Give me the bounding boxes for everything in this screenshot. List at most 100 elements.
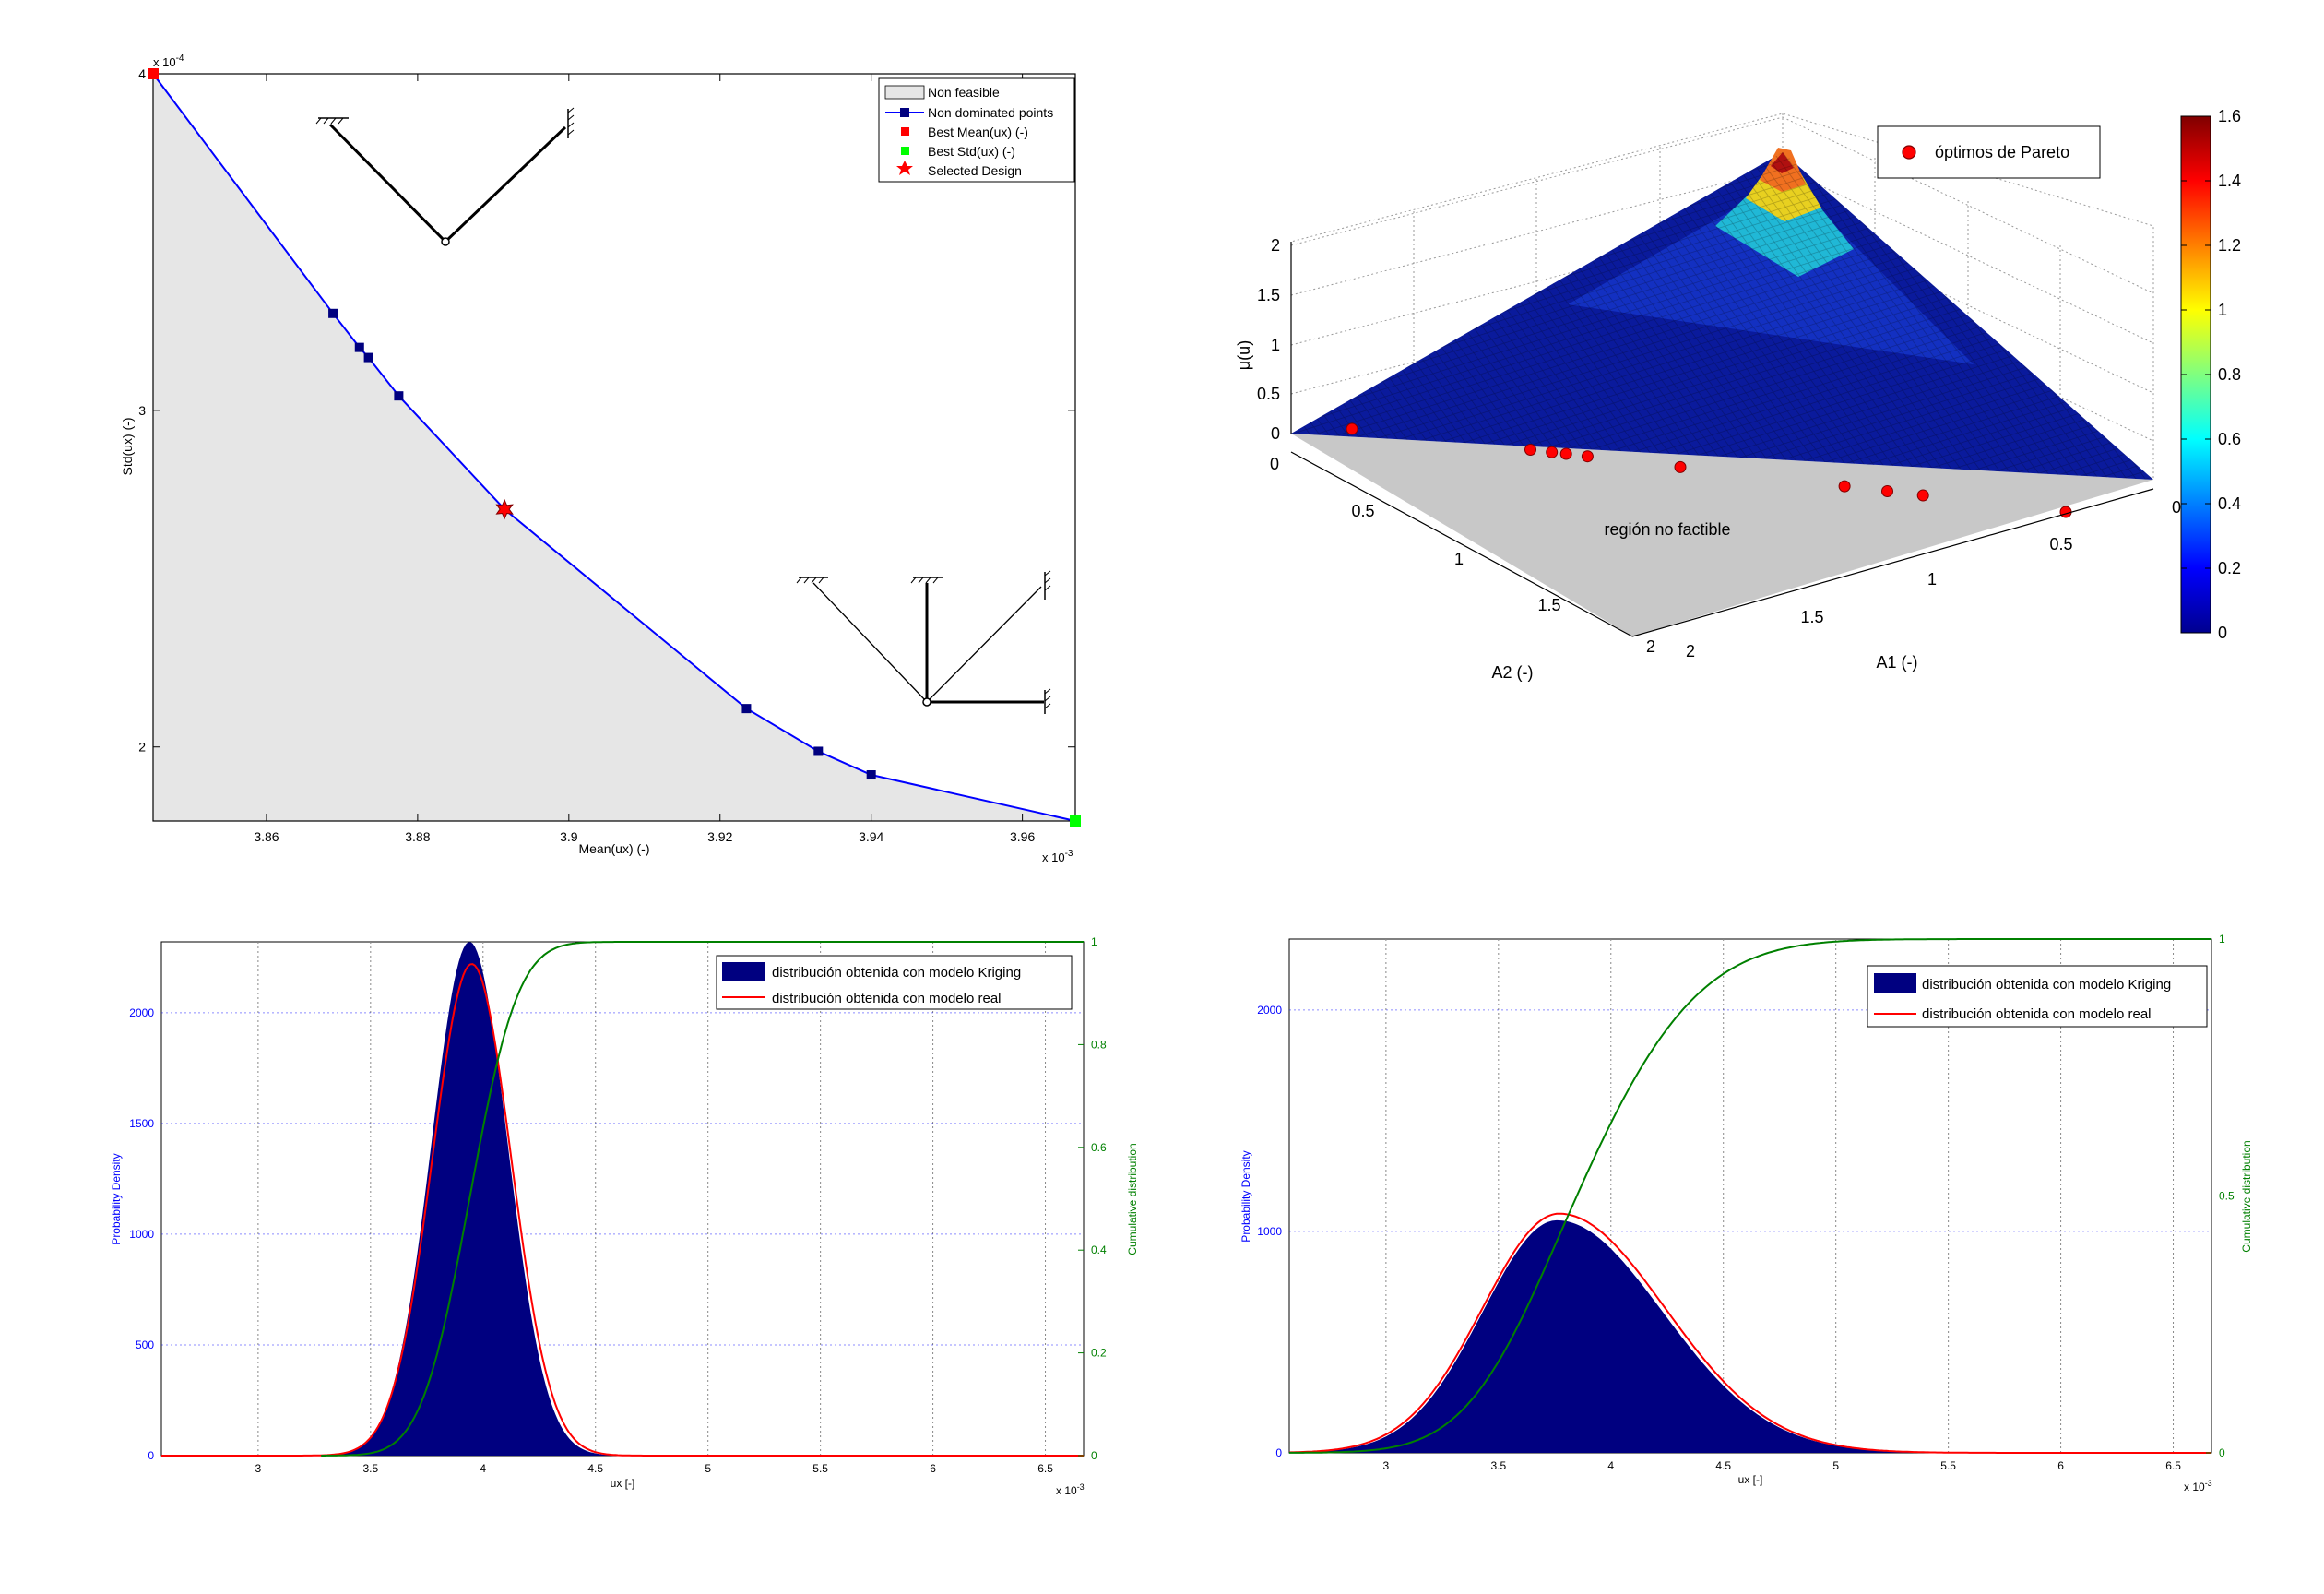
y-tick-label: 2000 — [1257, 1004, 1282, 1017]
a1-axis-label: A1 (-) — [1877, 653, 1918, 672]
colorbar-tick-label: 1.6 — [2218, 107, 2241, 125]
y-axis-label: Std(ux) (-) — [120, 418, 135, 476]
y2-tick-label: 0.8 — [1091, 1038, 1107, 1051]
colorbar-tick-label: 1 — [2218, 301, 2227, 319]
front-marker — [328, 308, 338, 318]
z-tick-label: 0 — [1271, 424, 1280, 443]
y-axis-label: Probability Density — [1239, 1150, 1252, 1242]
a1-tick-label: 0.5 — [2049, 535, 2072, 553]
3d-tick-labels: 0 0.5 1 1.5 2 0 0.5 1 1.5 2 0 0.5 1 1.5 2 — [1257, 236, 2181, 660]
x-axis-label: ux [-] — [1738, 1473, 1763, 1486]
truss-diagram-top — [315, 107, 575, 246]
legend-real-label: distribución obtenida con modelo real — [772, 991, 1002, 1006]
pareto-point — [1881, 485, 1893, 497]
x-tick-label: 5 — [1832, 1459, 1839, 1472]
a1-tick-label: 1 — [1927, 570, 1937, 589]
y-tick-label: 500 — [136, 1338, 154, 1351]
surface-legend: óptimos de Pareto — [1877, 125, 2101, 179]
legend-beststd-label: Best Std(ux) (-) — [928, 144, 1015, 159]
y-tick-label: 4 — [138, 66, 146, 81]
axis-ticks: 3 3.5 4 4.5 5 5.5 6 6.5 0 1000 2000 0 0.5 1 — [1257, 933, 2235, 1472]
x-tick-label: 6.5 — [1038, 1462, 1053, 1475]
cumulative-distribution-line — [1289, 938, 2211, 1454]
y2-axis-label: Cumulative distribution — [1126, 1143, 1139, 1255]
legend-kriging-label: distribución obtenida con modelo Kriging — [1922, 977, 2171, 993]
y2-tick-label: 0 — [2219, 1446, 2225, 1459]
x-tick-label: 5 — [705, 1462, 711, 1475]
a2-tick-label: 1 — [1454, 550, 1464, 568]
truss-diagram-bottom — [796, 570, 1051, 714]
legend-real-label: distribución obtenida con modelo real — [1922, 1006, 2152, 1022]
a1-tick-label: 2 — [1686, 642, 1695, 660]
pareto-legend: Non feasible Non dominated points Best M… — [878, 77, 1075, 183]
kriging-density-area — [1289, 1219, 2211, 1453]
y-tick-label: 2000 — [129, 1006, 154, 1019]
pareto-optima-points — [1346, 422, 2072, 518]
non-dominated-markers — [328, 308, 876, 780]
y2-tick-label: 0.5 — [2219, 1190, 2235, 1203]
y2-axis-label: Cumulative distribution — [2240, 1140, 2253, 1252]
front-marker — [741, 704, 752, 714]
colorbar-tick-label: 0 — [2218, 624, 2227, 642]
colorbar-tick-label: 1.4 — [2218, 172, 2241, 190]
x-tick-label: 4.5 — [587, 1462, 603, 1475]
a2-tick-label: 2 — [1646, 637, 1655, 656]
pareto-point — [1581, 450, 1594, 463]
x-axis-label: ux [-] — [611, 1477, 635, 1490]
y-tick-label: 1000 — [1257, 1225, 1282, 1238]
z-axis-label: μ(u) — [1235, 340, 1253, 370]
y-axis-label: Probability Density — [110, 1153, 123, 1244]
x-tick-label: 3.5 — [362, 1462, 378, 1475]
x-tick-label: 5.5 — [812, 1462, 828, 1475]
a2-tick-label: 1.5 — [1537, 596, 1560, 614]
legend-kriging-label: distribución obtenida con modelo Kriging — [772, 965, 1021, 981]
x-tick-label: 4 — [1607, 1459, 1614, 1472]
cumulative-distribution-line — [321, 941, 1084, 1457]
x-exponent: x 10-3 — [1056, 1482, 1085, 1497]
colorbar-tick-label: 0.2 — [2218, 559, 2241, 577]
colorbar-tick-label: 0.8 — [2218, 365, 2241, 384]
pareto-point — [1674, 460, 1687, 473]
3d-axes — [1290, 242, 2154, 637]
z-tick-label: 1 — [1271, 336, 1280, 354]
x-tick-label: 3.86 — [254, 829, 279, 844]
x-tick-label: 3.9 — [560, 829, 578, 844]
colorbar-tick-label: 0.6 — [2218, 430, 2241, 448]
y-tick-label: 1000 — [129, 1228, 154, 1241]
y-tick-label: 1500 — [129, 1117, 154, 1130]
front-marker — [813, 746, 824, 756]
real-density-line — [161, 963, 1084, 1457]
grid — [1289, 939, 2211, 1453]
grid — [161, 942, 1084, 1456]
y2-tick-label: 1 — [1091, 935, 1097, 948]
x-tick-label: 3 — [1383, 1459, 1390, 1472]
y-tick-label: 0 — [148, 1449, 154, 1462]
non-feasible-floor — [1291, 434, 2153, 636]
y2-tick-label: 0.4 — [1091, 1243, 1107, 1256]
a1-tick-label: 0 — [2172, 498, 2181, 517]
plot-box — [152, 73, 1076, 822]
colorbar-tick-label: 0.4 — [2218, 494, 2241, 513]
x-exponent: x 10-3 — [2184, 1479, 2212, 1493]
y2-tick-label: 0 — [1091, 1449, 1097, 1462]
pareto-point — [1546, 446, 1559, 458]
legend-pareto-label: óptimos de Pareto — [1935, 143, 2069, 161]
z-tick-label: 2 — [1271, 236, 1280, 255]
y2-tick-label: 0.2 — [1091, 1347, 1107, 1360]
pareto-point — [1559, 447, 1572, 460]
pareto-point — [1838, 480, 1851, 493]
y2-tick-label: 0.6 — [1091, 1141, 1107, 1154]
pareto-point — [1524, 444, 1536, 456]
x-tick-label: 6.5 — [2165, 1459, 2181, 1472]
front-marker — [866, 770, 876, 780]
x-tick-label: 4.5 — [1715, 1459, 1731, 1472]
x-tick-label: 3 — [255, 1462, 262, 1475]
x-tick-label: 3.88 — [405, 829, 430, 844]
colorbar-tick-label: 1.2 — [2218, 236, 2241, 255]
legend-bestmean-label: Best Mean(ux) (-) — [928, 125, 1028, 139]
x-axis-label: Mean(ux) (-) — [578, 841, 649, 856]
a2-tick-label: 0.5 — [1351, 502, 1374, 520]
y-tick-label: 2 — [138, 740, 146, 755]
distribution-wide-chart: 3 3.5 4 4.5 5 5.5 6 6.5 0 1000 2000 0 0.5 1 distribuc… — [1239, 933, 2253, 1493]
